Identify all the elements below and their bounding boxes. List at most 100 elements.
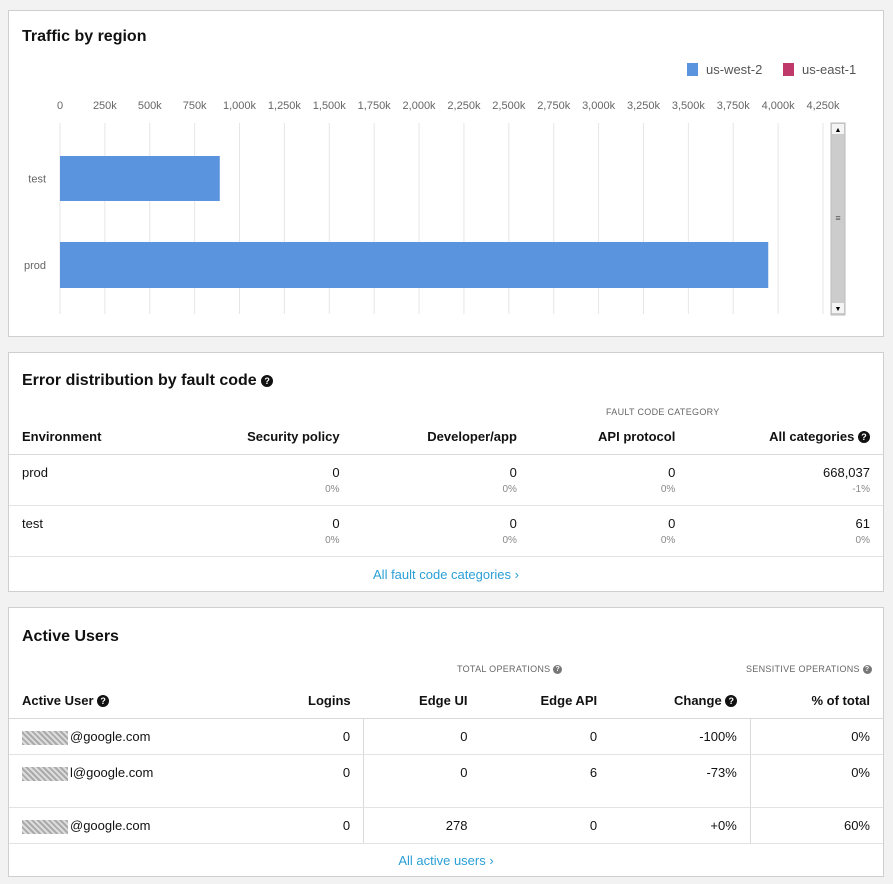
user-cell: @google.com bbox=[9, 807, 256, 844]
value-cell: 0 bbox=[363, 718, 481, 755]
col-logins: Logins bbox=[255, 682, 364, 719]
table-row: prod 0 0% 0 0% 0 0% 668,037 -1% bbox=[9, 454, 883, 506]
all-fault-codes-link[interactable]: All fault code categories › bbox=[373, 567, 519, 582]
scroll-down-icon: ▼ bbox=[835, 306, 842, 313]
table-row: @google.com 0 278 0 +0% 60% bbox=[9, 807, 883, 844]
env-cell: prod bbox=[9, 454, 171, 506]
count: 61 bbox=[855, 516, 870, 531]
x-tick-label: 1,250k bbox=[268, 100, 302, 112]
user-email: @google.com bbox=[70, 729, 151, 744]
value-cell: 6 bbox=[480, 754, 611, 808]
x-tick-label: 2,250k bbox=[447, 100, 481, 112]
value-cell: 0 0% bbox=[529, 454, 689, 506]
count: 0 bbox=[509, 465, 517, 480]
col-developer: Developer/app bbox=[352, 418, 530, 455]
x-tick-label: 250k bbox=[93, 100, 117, 112]
legend-swatch bbox=[687, 63, 698, 76]
user-cell: l@google.com bbox=[9, 754, 256, 808]
percent: -1% bbox=[852, 484, 870, 495]
error-title: Error distribution by fault code ? bbox=[22, 372, 274, 390]
col-change-label: Change bbox=[674, 692, 722, 708]
sensitive-ops-header: SENSITIVE OPERATIONS ? bbox=[746, 664, 872, 674]
traffic-chart: 0 250k 500k 750k 1,000k 1,250k 1,500k 1,750k 2,0… bbox=[24, 62, 856, 316]
help-icon[interactable]: ? bbox=[97, 694, 110, 707]
value-cell: 0 bbox=[480, 807, 611, 844]
total-ops-label: TOTAL OPERATIONS bbox=[457, 664, 551, 674]
col-security: Security policy bbox=[170, 418, 353, 455]
user-cell: @google.com bbox=[9, 718, 256, 755]
col-change: Change ? bbox=[610, 682, 751, 719]
scroll-up-button bbox=[832, 124, 844, 134]
count: 0 bbox=[668, 516, 676, 531]
bar-prod bbox=[60, 242, 769, 288]
value-cell: 0 0% bbox=[170, 454, 353, 506]
x-tick-label: 3,500k bbox=[672, 100, 706, 112]
legend-label: us-east-1 bbox=[802, 62, 856, 77]
redacted-name bbox=[22, 819, 68, 834]
table-row: @google.com 0 0 0 -100% 0% bbox=[9, 718, 883, 755]
col-api: API protocol bbox=[529, 418, 689, 455]
all-active-users-link[interactable]: All active users › bbox=[398, 853, 494, 868]
value-cell: -100% bbox=[610, 718, 751, 755]
redacted-name bbox=[22, 730, 68, 745]
col-user: Active User ? bbox=[9, 682, 256, 719]
count: 668,037 bbox=[823, 465, 870, 480]
value-cell: 0 bbox=[363, 754, 481, 808]
value-cell: 0 bbox=[480, 718, 611, 755]
y-tick-label: test bbox=[28, 174, 46, 186]
sensitive-ops-label: SENSITIVE OPERATIONS bbox=[746, 664, 860, 674]
value-cell: 0% bbox=[749, 754, 883, 808]
scrollbar[interactable] bbox=[830, 122, 846, 316]
count: 0 bbox=[509, 516, 517, 531]
count: 0 bbox=[332, 465, 340, 480]
scroll-down-button bbox=[832, 303, 844, 313]
col-edge-ui: Edge UI bbox=[363, 682, 481, 719]
help-icon[interactable]: ? bbox=[553, 665, 563, 674]
legend-label: us-west-2 bbox=[706, 62, 762, 77]
redacted-name bbox=[22, 766, 68, 781]
header-row: Environment Security policy Developer/ap… bbox=[9, 418, 883, 455]
value-cell: 668,037 -1% bbox=[688, 454, 883, 506]
value-cell: -73% bbox=[610, 754, 751, 808]
value-cell: +0% bbox=[610, 807, 751, 844]
table-row: test 0 0% 0 0% 0 0% 61 0% bbox=[9, 505, 883, 557]
help-icon[interactable]: ? bbox=[261, 375, 274, 387]
value-cell: 278 bbox=[363, 807, 481, 844]
scroll-grip-icon: ≡ bbox=[835, 213, 840, 223]
count: 0 bbox=[332, 516, 340, 531]
traffic-panel: Traffic by region 0 250k 500k 750k 1,000k 1,2… bbox=[8, 10, 884, 337]
x-tick-label: 2,000k bbox=[403, 100, 437, 112]
help-icon[interactable]: ? bbox=[862, 665, 872, 674]
legend-swatch bbox=[783, 63, 794, 76]
value-cell: 0 0% bbox=[529, 505, 689, 557]
x-tick-label: 3,250k bbox=[627, 100, 661, 112]
users-title: Active Users bbox=[22, 628, 119, 645]
value-cell: 0 0% bbox=[352, 454, 530, 506]
help-icon[interactable]: ? bbox=[858, 430, 870, 443]
count: 0 bbox=[668, 465, 676, 480]
value-cell: 0 bbox=[255, 807, 364, 844]
percent: 0% bbox=[325, 484, 340, 495]
col-edge-api: Edge API bbox=[480, 682, 611, 719]
value-cell: 0 0% bbox=[170, 505, 353, 557]
y-tick-label: prod bbox=[24, 260, 46, 272]
user-email: @google.com bbox=[70, 818, 151, 833]
value-cell: 61 0% bbox=[688, 505, 883, 557]
users-panel: Active Users TOTAL OPERATIONS ? SENSITIV… bbox=[8, 607, 884, 877]
percent: 0% bbox=[855, 535, 870, 546]
help-icon[interactable]: ? bbox=[725, 694, 738, 707]
x-tick-label: 3,000k bbox=[582, 100, 616, 112]
percent: 0% bbox=[502, 535, 517, 546]
percent: 0% bbox=[502, 484, 517, 495]
x-tick-label: 4,250k bbox=[806, 100, 840, 112]
col-pct-total: % of total bbox=[750, 682, 883, 719]
x-tick-label: 2,500k bbox=[492, 100, 526, 112]
header-row: Active User ? Logins Edge UI Edge API Ch… bbox=[9, 682, 883, 719]
users-table: Active User ? Logins Edge UI Edge API Ch… bbox=[9, 682, 883, 844]
percent: 0% bbox=[660, 484, 676, 495]
value-cell: 60% bbox=[749, 807, 883, 844]
user-email: l@google.com bbox=[70, 765, 154, 780]
x-tick-label: 3,750k bbox=[717, 100, 751, 112]
x-tick-label: 2,750k bbox=[537, 100, 571, 112]
value-cell: 0% bbox=[749, 718, 883, 755]
